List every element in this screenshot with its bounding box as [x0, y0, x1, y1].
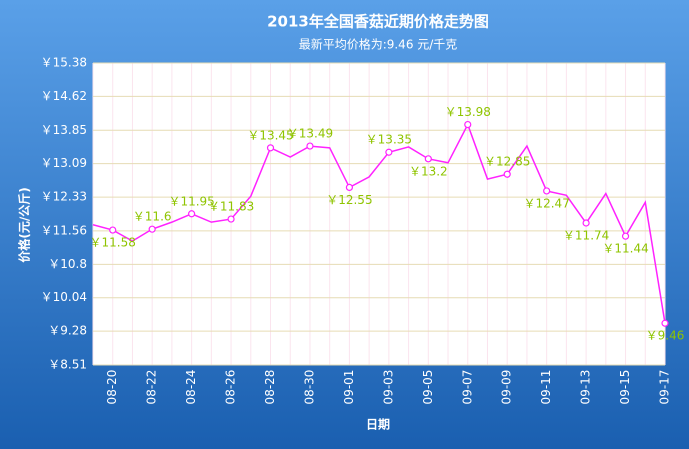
- data-label: ￥11.44: [602, 242, 648, 256]
- x-tick-label: 08-22: [145, 370, 159, 405]
- data-label: ￥11.6: [133, 210, 172, 224]
- data-label: ￥9.46: [646, 329, 685, 343]
- y-tick-label: ￥13.09: [41, 156, 87, 170]
- data-label: ￥13.49: [287, 127, 333, 141]
- point: [188, 210, 196, 218]
- point: [464, 120, 472, 129]
- point: [109, 226, 117, 234]
- x-tick-label: 09-15: [618, 370, 632, 405]
- data-label: ￥11.95: [168, 194, 214, 208]
- data-label: ￥13.35: [366, 133, 412, 147]
- x-tick-label: 09-05: [421, 370, 435, 405]
- data-label: ￥12.55: [326, 193, 372, 207]
- point: [621, 232, 630, 240]
- x-tick-label: 09-13: [579, 370, 593, 405]
- x-tick-label: 08-26: [224, 370, 238, 405]
- chart-title: 2013年全国香菇近期价格走势图: [267, 13, 489, 31]
- x-tick-label: 09-03: [381, 370, 395, 405]
- data-label: ￥11.83: [208, 200, 254, 214]
- point: [148, 225, 156, 233]
- data-label: ￥13.45: [247, 128, 293, 142]
- point: [345, 183, 354, 192]
- x-tick-label: 09-09: [500, 370, 514, 405]
- x-axis-label: 日期: [366, 417, 390, 432]
- point: [227, 215, 235, 223]
- x-tick-label: 08-30: [302, 370, 316, 405]
- x-tick-label: 09-11: [539, 370, 553, 405]
- point: [424, 155, 432, 163]
- x-tick-label: 09-07: [460, 370, 474, 405]
- data-label: ￥12.47: [523, 196, 569, 210]
- y-tick-label: ￥15.38: [41, 56, 87, 70]
- point: [503, 170, 511, 178]
- x-tick-label: 09-01: [342, 370, 356, 405]
- point: [385, 148, 393, 156]
- y-tick-label: ￥10.04: [41, 290, 87, 304]
- point: [306, 142, 314, 150]
- point: [661, 319, 669, 327]
- y-tick-label: ￥12.33: [41, 190, 87, 204]
- x-tick-label: 08-20: [105, 370, 119, 405]
- point: [266, 144, 275, 152]
- y-tick-label: ￥9.28: [48, 324, 87, 338]
- data-label: ￥13.98: [445, 105, 491, 119]
- x-tick-label: 08-24: [184, 370, 198, 405]
- data-label: ￥11.58: [90, 236, 136, 250]
- y-tick-label: ￥14.62: [41, 89, 87, 103]
- data-label: ￥12.85: [484, 155, 530, 169]
- y-axis-label: 价格(元/公斤): [17, 187, 32, 262]
- data-label: ￥13.2: [409, 164, 448, 178]
- chart-subtitle: 最新平均价格为:9.46 元/千克: [299, 37, 458, 52]
- point: [582, 219, 590, 227]
- data-label: ￥11.74: [563, 229, 609, 243]
- x-tick-label: 08-28: [263, 370, 277, 405]
- point: [543, 187, 551, 195]
- y-tick-label: ￥8.51: [48, 358, 87, 372]
- x-tick-label: 09-17: [658, 370, 672, 405]
- y-tick-label: ￥11.56: [41, 223, 87, 237]
- y-tick-label: ￥13.85: [41, 123, 87, 137]
- y-tick-label: ￥10.8: [48, 257, 87, 271]
